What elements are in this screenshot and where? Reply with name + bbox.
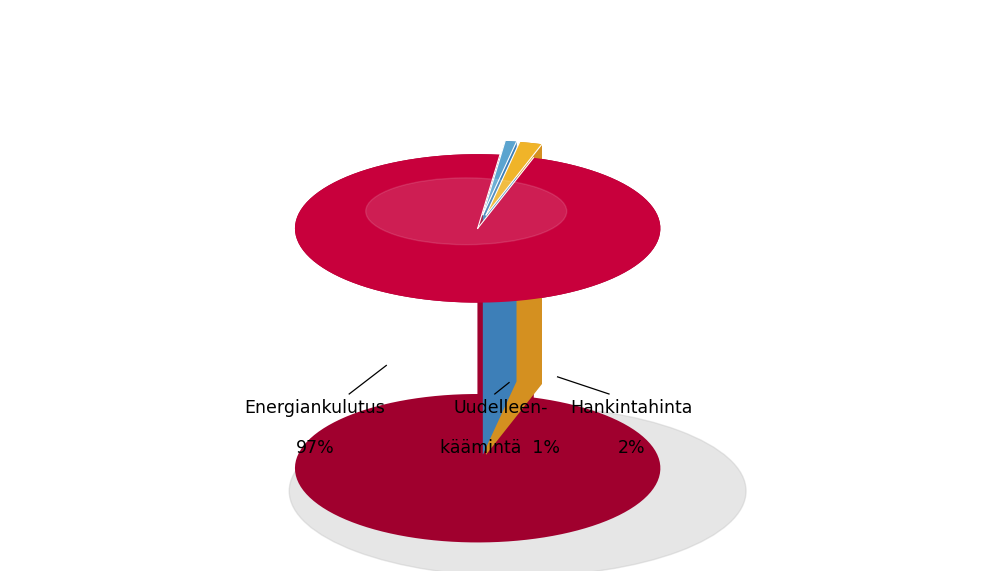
Polygon shape [477,158,534,468]
Polygon shape [520,142,542,384]
Polygon shape [506,141,517,381]
Text: 97%: 97% [295,439,334,457]
Text: käämintä  1%: käämintä 1% [440,439,561,457]
Ellipse shape [289,405,746,571]
Text: Hankintahinta: Hankintahinta [571,399,693,417]
Polygon shape [295,154,661,542]
Polygon shape [482,141,517,215]
Text: Energiankulutus: Energiankulutus [244,399,385,417]
Polygon shape [482,142,517,455]
Polygon shape [482,141,506,455]
Polygon shape [486,144,542,455]
Polygon shape [486,142,542,215]
Text: Uudelleen-: Uudelleen- [453,399,548,417]
Polygon shape [295,154,661,303]
Ellipse shape [365,178,567,244]
Polygon shape [477,155,499,468]
Polygon shape [486,142,520,455]
Text: 2%: 2% [618,439,646,457]
